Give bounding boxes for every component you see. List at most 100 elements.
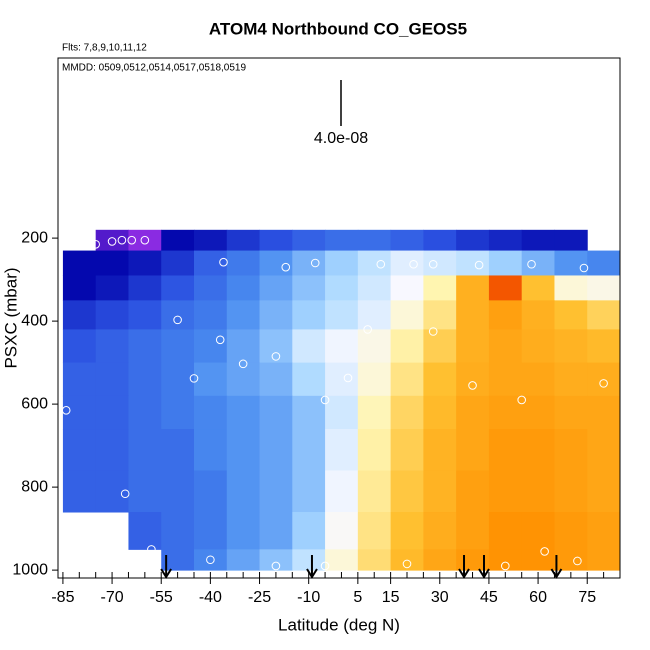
heat-cell	[259, 362, 293, 397]
heat-cell	[325, 395, 359, 430]
heat-cell	[587, 329, 621, 364]
heat-cell	[193, 275, 228, 301]
heat-cell	[357, 395, 392, 430]
heat-cell	[259, 512, 293, 550]
heat-cell	[193, 395, 228, 430]
heat-cell	[193, 250, 228, 276]
heat-cell	[521, 250, 555, 276]
observation	[540, 547, 549, 556]
observation	[599, 379, 608, 388]
heat-cell	[390, 395, 424, 430]
heat-cell	[521, 549, 555, 571]
heat-cell	[292, 329, 326, 364]
y-axis-label: PSXC (mbar)	[1, 267, 20, 368]
observation	[206, 555, 215, 565]
heat-cell	[390, 250, 424, 276]
heat-cell	[128, 329, 162, 364]
heat-cell	[95, 229, 129, 252]
x-tick-label: -10	[297, 589, 320, 606]
heat-cell	[423, 429, 457, 472]
heat-cell	[554, 229, 588, 252]
x-tick-label: -40	[199, 589, 222, 606]
heat-cell	[488, 300, 523, 330]
observation	[238, 359, 248, 369]
heat-cell	[423, 470, 457, 513]
heat-cell	[226, 300, 261, 330]
observation	[402, 559, 412, 569]
x-tick-label: 30	[431, 589, 449, 606]
heat-cell	[325, 329, 359, 364]
heat-cell	[456, 470, 490, 513]
heat-cell	[193, 329, 228, 364]
heat-cell	[226, 362, 261, 397]
heat-cell	[357, 512, 392, 550]
heat-cell	[357, 250, 392, 276]
heat-cell	[292, 470, 326, 513]
heat-cell	[521, 395, 555, 430]
heat-cell	[357, 362, 392, 397]
heat-cell	[128, 275, 162, 301]
heat-cell	[554, 512, 588, 550]
observation	[409, 259, 418, 269]
heat-cell	[423, 250, 457, 276]
heat-cell	[62, 275, 97, 301]
heat-cell	[128, 250, 162, 276]
heat-cell	[456, 300, 490, 330]
heat-cell	[423, 512, 457, 550]
flight-arrow	[478, 555, 490, 579]
x-tick-label: 60	[529, 589, 547, 606]
heat-cell	[193, 429, 228, 472]
observation	[271, 352, 281, 361]
heat-cell	[226, 329, 261, 364]
heat-cell	[259, 229, 293, 252]
heat-cell	[161, 300, 195, 330]
observation	[147, 545, 156, 554]
heat-cell	[95, 275, 129, 301]
heat-cell	[587, 549, 621, 571]
heat-cell	[357, 300, 392, 330]
heat-cell	[292, 512, 326, 550]
heat-cell	[587, 275, 621, 301]
observation	[120, 489, 130, 499]
heat-cell	[95, 300, 129, 330]
heat-cell	[292, 229, 326, 252]
observation	[320, 561, 330, 571]
heat-cell	[587, 300, 621, 330]
annotation: MMDD: 0509,0512,0514,0517,0518,0519	[62, 63, 246, 74]
heat-cell	[193, 300, 228, 330]
flight-arrow	[160, 555, 172, 579]
heat-cell	[423, 362, 457, 397]
observation	[91, 240, 100, 249]
heat-cell	[488, 429, 523, 472]
observation	[61, 406, 71, 415]
heat-cell	[161, 250, 195, 276]
heat-cell	[226, 549, 261, 571]
heat-cell	[488, 470, 523, 513]
heat-cell	[259, 470, 293, 513]
heat-cell	[587, 512, 621, 550]
heat-cell	[161, 429, 195, 472]
heat-cell	[226, 512, 261, 550]
heat-cell	[128, 470, 162, 513]
heat-cell	[456, 395, 490, 430]
heat-cell	[161, 229, 195, 252]
observation	[320, 395, 330, 405]
heat-cell	[226, 429, 261, 472]
heat-cell	[226, 395, 261, 430]
heat-cell	[357, 329, 392, 364]
x-tick-label: 5	[353, 589, 362, 606]
heat-cell	[128, 429, 162, 472]
heat-cell	[161, 362, 195, 397]
heat-cell	[62, 429, 97, 472]
heat-cell	[521, 429, 555, 472]
heat-cell	[292, 300, 326, 330]
heat-cell	[325, 250, 359, 276]
heat-cell	[456, 250, 490, 276]
heat-cell	[554, 329, 588, 364]
heat-cell	[488, 250, 523, 276]
observation	[573, 556, 582, 566]
observation	[527, 259, 536, 269]
heat-cell	[390, 362, 424, 397]
arrow-head	[550, 568, 563, 579]
heat-cell	[62, 395, 97, 430]
